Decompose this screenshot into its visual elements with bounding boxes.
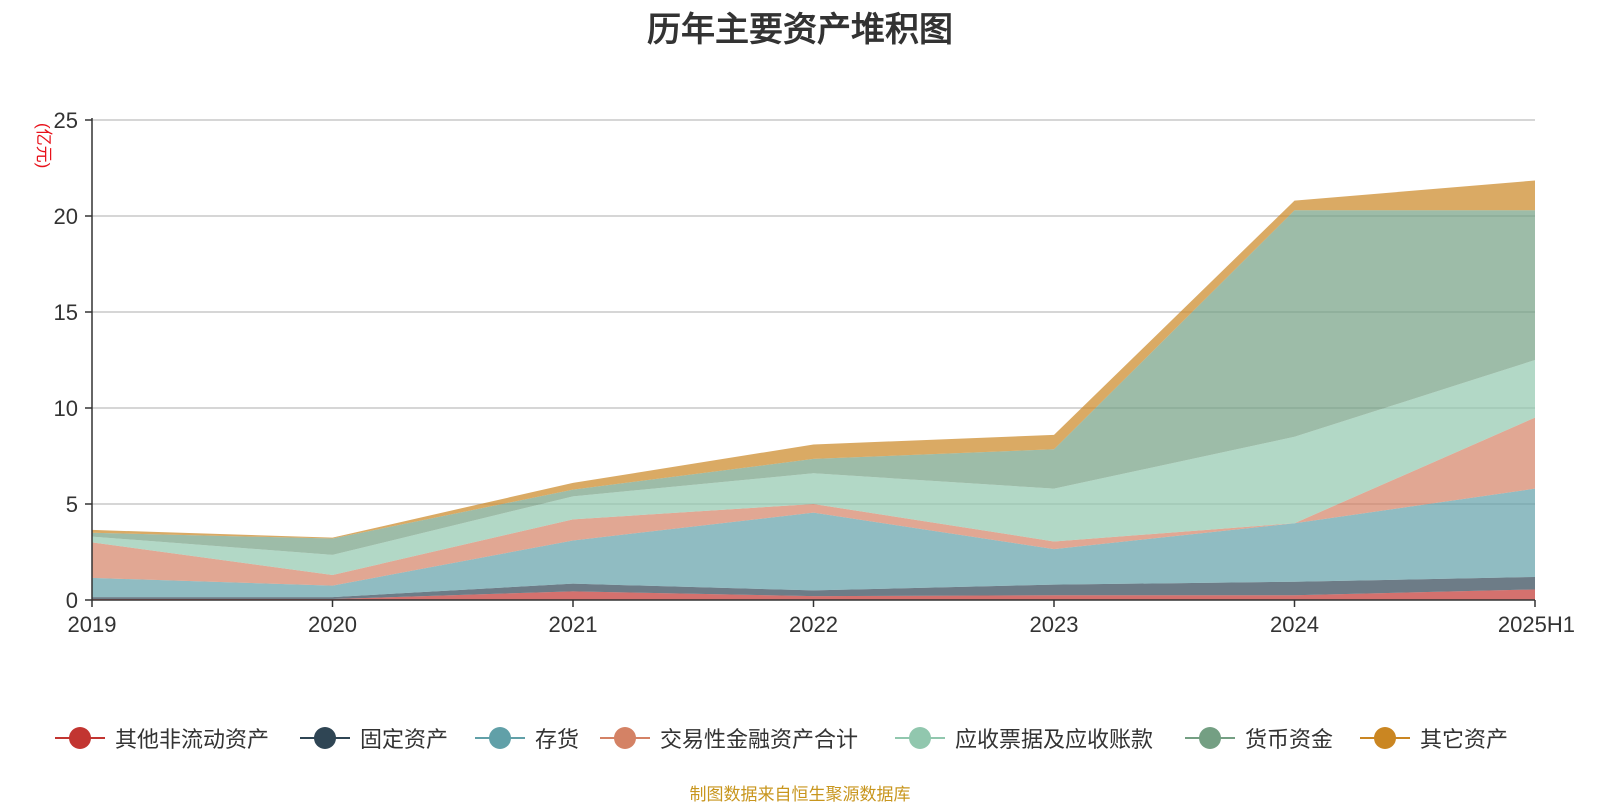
y-tick-label: 10	[54, 396, 78, 421]
x-tick-label: 2025H1	[1498, 612, 1575, 637]
legend-dot	[909, 727, 931, 749]
legend-label: 其它资产	[1420, 728, 1509, 753]
x-tick-label: 2021	[549, 612, 598, 637]
x-tick-label: 2023	[1030, 612, 1079, 637]
legend-label: 应收票据及应收账款	[955, 728, 1154, 753]
area-series-3	[92, 417, 1535, 586]
legend: 其他非流动资产 固定资产 存货 交易性金融资产合计 应收票据及应收账款 货币资金 其它资产	[55, 718, 1555, 758]
legend-item[interactable]: 货币资金	[1185, 718, 1333, 758]
legend-marker-icon	[1360, 726, 1410, 750]
y-tick-label: 15	[54, 300, 78, 325]
area-series-5	[92, 210, 1535, 555]
legend-item[interactable]: 存货	[475, 718, 579, 758]
axes: 0 5 10 15 20 25 2019 2020 2021 2022 2023 2024 2025H1	[54, 108, 1575, 637]
area-series-0	[92, 589, 1535, 600]
legend-label: 存货	[535, 728, 580, 753]
x-tick-label: 2020	[308, 612, 357, 637]
legend-item[interactable]: 其他非流动资产	[55, 718, 269, 758]
legend-item[interactable]: 应收票据及应收账款	[895, 718, 1153, 758]
legend-label: 其他非流动资产	[115, 728, 270, 753]
area-series-1	[92, 576, 1535, 600]
legend-marker-icon	[300, 726, 350, 750]
legend-item[interactable]: 其它资产	[1360, 718, 1508, 758]
legend-marker-icon	[600, 726, 650, 750]
x-tick-label: 2019	[68, 612, 117, 637]
legend-label: 货币资金	[1245, 728, 1334, 753]
x-tick-label: 2022	[789, 612, 838, 637]
legend-dot	[614, 727, 636, 749]
x-tick-label: 2024	[1270, 612, 1319, 637]
chart-title: 历年主要资产堆积图	[647, 10, 953, 50]
area-series-4	[92, 360, 1535, 576]
legend-item[interactable]: 交易性金融资产合计	[600, 718, 858, 758]
legend-label: 固定资产	[360, 728, 449, 753]
y-unit-label: (亿元)	[34, 123, 53, 168]
legend-label: 交易性金融资产合计	[660, 728, 859, 753]
legend-dot	[1199, 727, 1221, 749]
legend-marker-icon	[895, 726, 945, 750]
legend-marker-icon	[55, 726, 105, 750]
stacked-area-chart: 0 5 10 15 20 25 2019 2020 2021 2022 2023 2024 2025H1	[54, 108, 1575, 637]
legend-marker-icon	[475, 726, 525, 750]
y-tick-label: 20	[54, 204, 78, 229]
source-note: 制图数据来自恒生聚源数据库	[689, 785, 911, 805]
y-unit-text: (亿元)	[34, 123, 53, 168]
y-tick-label: 25	[54, 108, 78, 133]
y-tick-label: 5	[66, 492, 78, 517]
area-series-2	[92, 488, 1535, 598]
legend-dot	[314, 727, 336, 749]
legend-item[interactable]: 固定资产	[300, 718, 448, 758]
legend-marker-icon	[1185, 726, 1235, 750]
y-tick-label: 0	[66, 588, 78, 613]
legend-dot	[69, 727, 91, 749]
area-series	[92, 180, 1535, 600]
legend-dot	[1374, 727, 1396, 749]
legend-dot	[489, 727, 511, 749]
